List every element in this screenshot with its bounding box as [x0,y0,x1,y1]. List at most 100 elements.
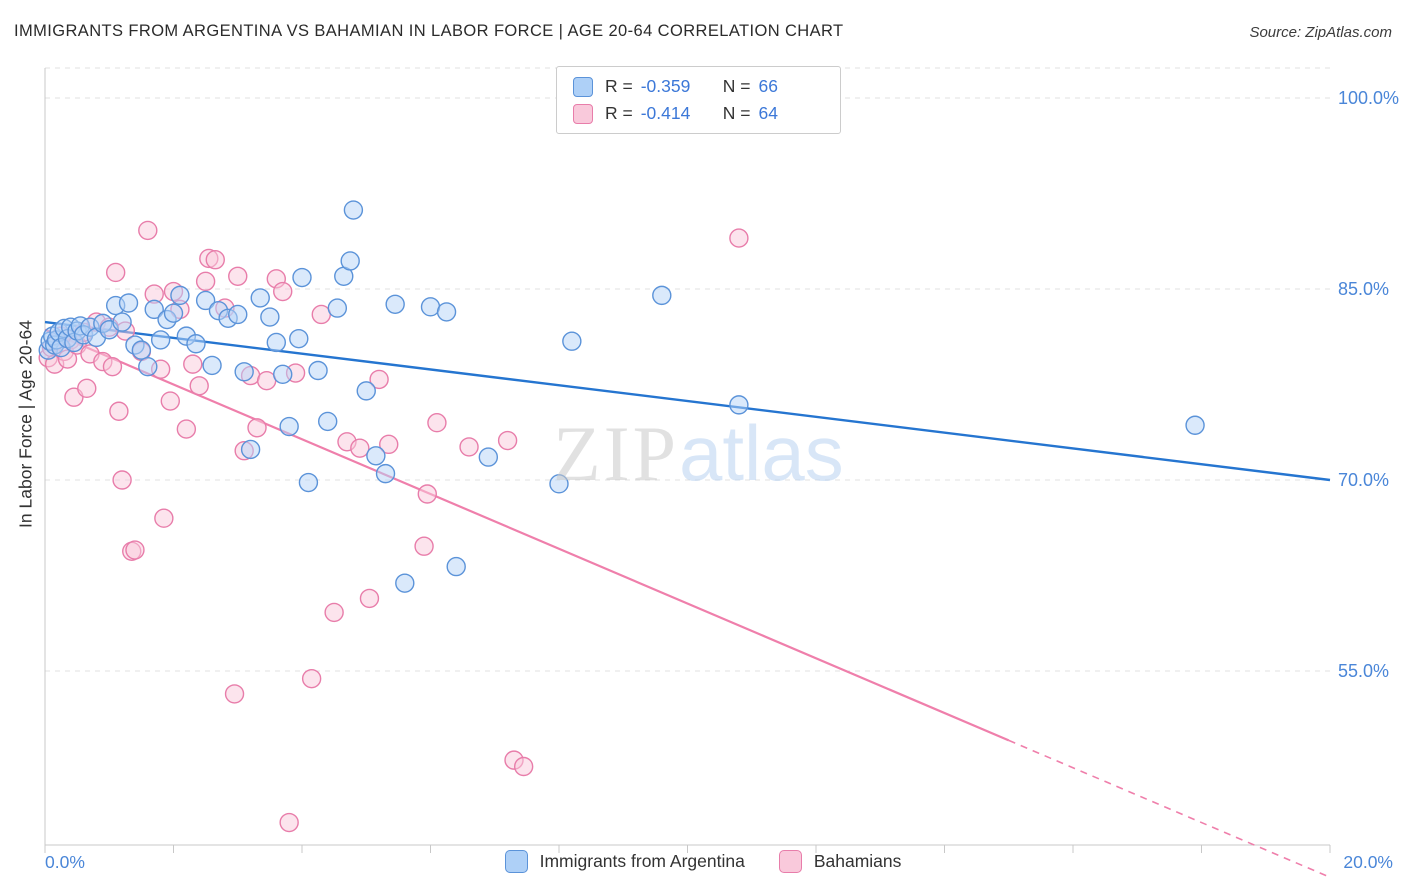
scatter-point-bahamians [228,266,248,286]
legend-item-bahamians: Bahamians [778,850,902,873]
scatter-point-bahamians [195,271,216,292]
scatter-point-argentina [478,447,499,467]
legend-item-label: Bahamians [813,851,902,871]
scatter-point-argentina [144,299,164,320]
n-value: 64 [758,103,778,123]
scatter-point-argentina [356,381,376,401]
scatter-point-argentina [395,573,415,593]
scatter-point-bahamians [77,378,97,399]
legend-item-label: Immigrants from Argentina [539,851,745,871]
scatter-point-argentina [234,362,254,382]
scatter-point-argentina [729,395,749,415]
y-axis-label: In Labor Force | Age 20-64 [15,320,36,528]
scatter-point-argentina [266,332,286,353]
bahamians-swatch-icon [778,850,802,873]
x-axis-max-label: 20.0% [1343,852,1393,872]
scatter-point-argentina [138,356,158,377]
trend-line-dashed [1008,739,1331,879]
y-tick-label: 100.0% [1338,88,1399,108]
scatter-point-bahamians [176,419,197,439]
scatter-point-bahamians [105,262,126,283]
trend-line-solid [44,328,1010,742]
page-title: IMMIGRANTS FROM ARGENTINA VS BAHAMIAN IN… [14,22,844,40]
scatter-point-bahamians [417,484,437,504]
scatter-point-argentina [385,294,405,314]
scatter-point-argentina [273,364,293,385]
scatter-point-argentina [446,556,466,577]
stats-legend-box: R = -0.359 N = 66 R = -0.414 N = 64 [556,66,842,134]
scatter-point-argentina [170,285,190,306]
scatter-point-bahamians [729,228,749,248]
scatter-point-bahamians [224,684,245,704]
scatter-point-bahamians [125,540,145,560]
scatter-point-argentina [549,474,569,494]
n-label: N = [722,103,751,123]
scatter-point-argentina [112,312,132,332]
scatter-point-argentina [1185,415,1205,435]
scatter-point-bahamians [311,304,331,325]
scatter-point-bahamians [102,356,123,377]
scatter-point-bahamians [513,756,534,777]
scatter-point-argentina [186,334,206,354]
scatter-point-argentina [131,340,152,360]
scatter-point-argentina [343,200,364,220]
scatter-point-bahamians [160,391,180,411]
scatter-point-bahamians [112,470,132,490]
scatter-point-argentina [340,251,360,271]
scatter-point-bahamians [301,668,322,689]
scatter-point-argentina [436,302,457,322]
scatter-point-argentina [228,304,248,325]
scatter-point-argentina [375,463,396,484]
scatter-point-argentina [318,411,338,432]
n-value: 66 [758,76,778,96]
scatter-point-bahamians [379,434,399,455]
r-label: R = [605,76,633,96]
scatter-point-bahamians [459,437,479,457]
scatter-point-bahamians [138,220,158,241]
argentina-swatch-icon [573,76,593,97]
r-value: -0.359 [640,76,691,96]
scatter-point-bahamians [256,370,277,391]
y-tick-label: 70.0% [1338,470,1389,490]
y-tick-label: 85.0% [1338,279,1389,299]
scatter-point-bahamians [183,354,203,374]
trend-line-solid [44,320,1331,482]
scatter-point-argentina [420,297,441,317]
stats-row-bahamians: R = -0.414 N = 64 [573,103,824,124]
scatter-point-bahamians [205,250,225,270]
x-axis-min-label: 0.0% [45,852,85,872]
scatter-point-argentina [366,446,386,466]
scatter-point-bahamians [279,812,299,833]
scatter-point-argentina [308,360,328,381]
scatter-point-bahamians [359,588,380,609]
scatter-point-bahamians [414,536,434,556]
r-label: R = [605,103,633,123]
scatter-point-argentina [298,472,319,493]
bahamians-swatch-icon [573,103,593,124]
r-value: -0.414 [640,103,691,123]
series-legend: Immigrants from Argentina Bahamians [0,850,1406,873]
scatter-point-bahamians [189,376,209,396]
scatter-point-argentina [292,267,312,288]
legend-item-argentina: Immigrants from Argentina [504,850,745,873]
y-tick-label: 55.0% [1338,661,1389,681]
argentina-swatch-icon [504,850,528,873]
scatter-point-argentina [327,298,348,318]
scatter-point-argentina [652,285,672,306]
scatter-point-argentina [150,330,171,350]
scatter-point-bahamians [350,438,370,458]
scatter-point-argentina [260,307,280,327]
scatter-point-argentina [195,290,216,311]
scatter-point-bahamians [497,430,518,451]
scatter-point-argentina [202,355,222,376]
scatter-point-argentina [250,288,270,308]
source-attribution: Source: ZipAtlas.com [1249,24,1392,41]
scatter-point-argentina [163,303,184,323]
scatter-point-bahamians [109,401,129,421]
n-label: N = [722,76,751,96]
scatter-point-bahamians [247,418,267,438]
scatter-point-argentina [279,416,299,437]
scatter-point-bahamians [273,281,293,302]
scatter-point-bahamians [369,369,389,390]
